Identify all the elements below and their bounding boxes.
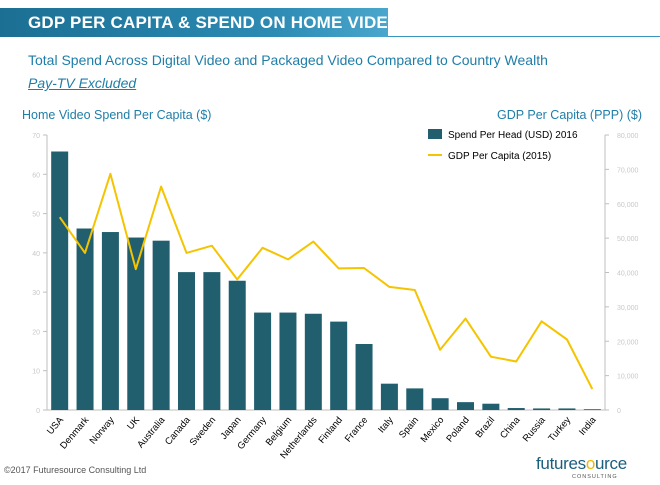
left-axis-tick-label: 70 <box>32 133 40 140</box>
bar-germany <box>254 312 272 410</box>
bar-china <box>507 408 525 410</box>
gdp-line <box>58 172 594 390</box>
x-axis-label: Turkey <box>546 415 573 444</box>
left-axis-tick-label: 30 <box>32 290 40 297</box>
left-axis-tick-label: 20 <box>32 329 40 336</box>
left-axis-tick-label: 50 <box>32 212 40 219</box>
x-axis-label: Mexico <box>419 415 447 445</box>
bar-france <box>355 344 373 410</box>
title-rule <box>388 36 660 37</box>
left-axis-tick-label: 40 <box>32 251 40 258</box>
bar-spain <box>406 388 424 410</box>
right-axis-tick-label: 30,000 <box>617 305 639 312</box>
x-axis-label: China <box>498 414 523 441</box>
left-axis-tick-label: 10 <box>32 369 40 376</box>
bar-uk <box>127 237 145 410</box>
right-axis-tick-label: 80,000 <box>617 133 639 140</box>
right-axis-tick-label: 20,000 <box>617 339 639 346</box>
legend-line-label: GDP Per Capita (2015) <box>448 151 551 162</box>
title-bar <box>0 8 388 37</box>
left-axis-tick-label: 60 <box>32 172 40 179</box>
bar-mexico <box>431 398 449 410</box>
bar-canada <box>178 272 195 410</box>
x-axis-label: Italy <box>376 415 396 436</box>
bar-sweden <box>203 272 221 410</box>
right-axis-tick-label: 40,000 <box>617 271 639 278</box>
logo-wordmark: futuresource <box>536 454 627 473</box>
right-axis-tick-label: 50,000 <box>617 236 639 243</box>
bar-netherlands <box>304 313 322 410</box>
bar-india <box>583 409 601 410</box>
x-axis-label: Australia <box>135 414 168 450</box>
x-axis-label: Brazil <box>473 415 497 440</box>
bar-finland <box>330 321 348 410</box>
bar-turkey <box>558 408 576 410</box>
bar-italy <box>380 383 398 410</box>
x-axis-label: Finland <box>317 415 345 446</box>
left-axis-tick-label: 0 <box>36 408 40 415</box>
x-axis-label: Spain <box>397 415 421 441</box>
x-axis-label: Sweden <box>188 415 219 448</box>
bar-denmark <box>76 228 94 410</box>
bar-belgium <box>279 312 297 410</box>
right-axis-tick-label: 60,000 <box>617 202 639 209</box>
logo-subtitle: CONSULTING <box>572 474 618 480</box>
bar-australia <box>152 240 170 410</box>
copyright-text: ©2017 Futuresource Consulting Ltd <box>4 465 147 475</box>
bar-japan <box>228 280 246 410</box>
right-axis-title: GDP Per Capita (PPP) ($) <box>497 108 642 122</box>
x-axis-label: Russia <box>521 414 549 444</box>
x-axis-label: Norway <box>88 415 117 447</box>
right-axis-tick-label: 10,000 <box>617 374 639 381</box>
x-axis-label: Japan <box>218 415 243 442</box>
x-axis-label: USA <box>45 414 66 437</box>
x-axis-label: France <box>343 415 370 445</box>
legend-bar-swatch <box>428 129 442 139</box>
legend-bar-label: Spend Per Head (USD) 2016 <box>448 130 578 141</box>
bar-poland <box>457 402 474 410</box>
right-axis-tick-label: 70,000 <box>617 167 639 174</box>
chart-subtitle: Total Spend Across Digital Video and Pac… <box>28 52 548 68</box>
x-axis-label: Poland <box>444 415 471 445</box>
page-title: GDP PER CAPITA & SPEND ON HOME VIDEO <box>28 13 402 32</box>
chart-note: Pay-TV Excluded <box>28 75 137 91</box>
bar-russia <box>533 408 551 410</box>
right-axis-tick-label: 0 <box>617 408 621 415</box>
bar-brazil <box>482 403 500 410</box>
x-axis-label: India <box>577 414 599 437</box>
bar-norway <box>101 232 119 410</box>
left-axis-title: Home Video Spend Per Capita ($) <box>22 108 212 122</box>
bar-usa <box>51 151 69 410</box>
x-axis-label: UK <box>125 414 142 432</box>
futuresource-logo: futuresource CONSULTING <box>536 454 648 484</box>
